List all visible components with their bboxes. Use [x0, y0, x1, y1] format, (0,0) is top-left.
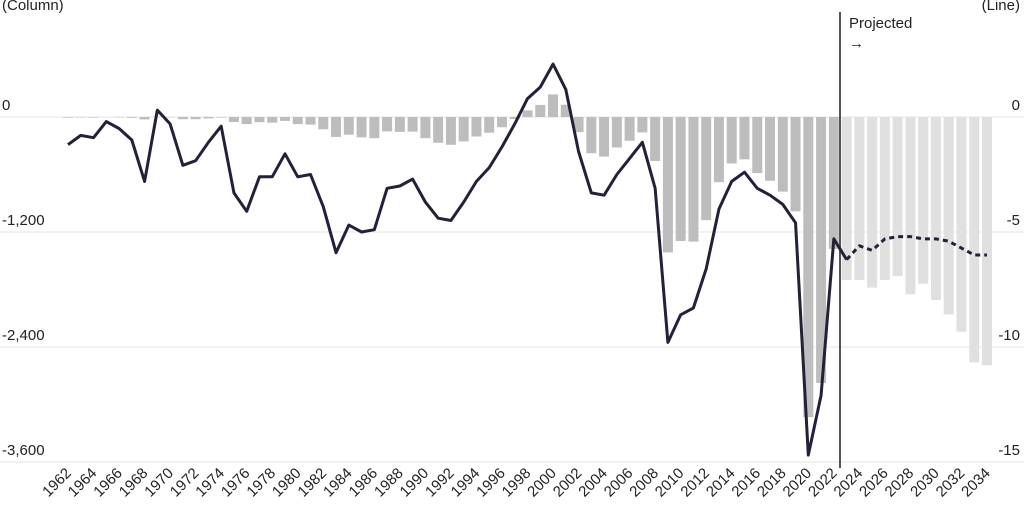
column	[293, 117, 303, 124]
column	[676, 117, 686, 241]
column	[203, 117, 213, 118]
column	[586, 117, 596, 153]
column	[625, 117, 635, 141]
column	[446, 117, 456, 145]
column	[854, 117, 864, 280]
column	[791, 117, 801, 211]
column	[344, 117, 354, 135]
column	[63, 117, 73, 118]
column	[471, 117, 481, 136]
column	[548, 94, 558, 117]
column	[280, 117, 290, 121]
column	[267, 117, 277, 123]
column	[433, 117, 443, 143]
column	[637, 117, 647, 132]
y2-tick-label: 0	[1012, 97, 1020, 114]
column	[944, 117, 954, 314]
y2-axis-label: (Line)	[982, 0, 1020, 14]
column	[306, 117, 316, 125]
column	[599, 117, 609, 157]
column	[191, 117, 201, 119]
column	[752, 117, 762, 173]
column	[893, 117, 903, 276]
column	[497, 117, 507, 127]
column	[318, 117, 328, 129]
column	[905, 117, 915, 294]
column	[242, 117, 252, 124]
column	[688, 117, 698, 242]
column	[727, 117, 737, 163]
x-tick-label: 2034	[958, 465, 994, 501]
column	[357, 117, 367, 137]
column	[484, 117, 494, 133]
column	[229, 117, 239, 122]
y-axis-label: (Column)	[2, 0, 64, 14]
column	[612, 117, 622, 147]
y2-tick-label: -15	[998, 442, 1020, 459]
y-tick-label: -1,200	[2, 212, 45, 229]
column	[89, 117, 99, 118]
column	[369, 117, 379, 138]
y-tick-label: -3,600	[2, 442, 45, 459]
column	[931, 117, 941, 300]
y-tick-label: -2,400	[2, 327, 45, 344]
column	[216, 117, 226, 118]
column	[523, 110, 533, 117]
annotation-arrow: →	[849, 35, 864, 52]
column	[395, 117, 405, 132]
y2-tick-label: -5	[1007, 212, 1020, 229]
annotation: Projected	[849, 15, 912, 32]
column	[701, 117, 711, 220]
column	[254, 117, 264, 122]
column	[918, 117, 928, 284]
column	[420, 117, 430, 138]
column	[880, 117, 890, 280]
column	[778, 117, 788, 192]
column	[140, 117, 150, 119]
column	[408, 117, 418, 132]
column	[714, 117, 724, 182]
column	[650, 117, 660, 161]
y-tick-label: 0	[2, 97, 10, 114]
column	[739, 117, 749, 159]
column	[765, 117, 775, 181]
column	[969, 117, 979, 362]
column	[382, 117, 392, 131]
y2-tick-label: -10	[998, 327, 1020, 344]
column	[459, 117, 469, 141]
column	[829, 117, 839, 249]
column	[127, 117, 137, 118]
column	[982, 117, 992, 365]
column	[956, 117, 966, 332]
column	[867, 117, 877, 288]
column	[663, 117, 673, 252]
column	[535, 105, 545, 117]
column	[178, 117, 188, 119]
column	[331, 117, 341, 137]
